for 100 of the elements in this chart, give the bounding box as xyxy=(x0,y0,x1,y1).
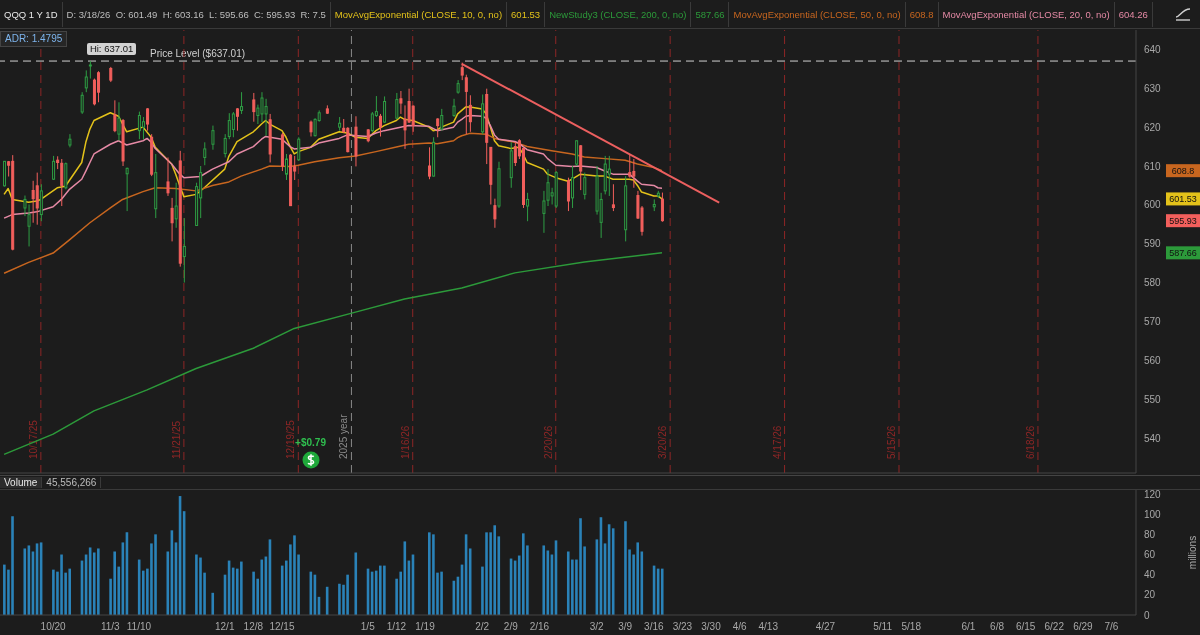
y-tick-label: 0 xyxy=(1144,609,1150,621)
x-tick-label: 6/8 xyxy=(990,621,1005,633)
candlestick xyxy=(235,107,239,132)
candlestick xyxy=(52,155,56,181)
candlestick xyxy=(464,74,468,135)
bar xyxy=(11,516,14,615)
bar xyxy=(280,565,284,615)
bar xyxy=(92,552,96,615)
bar xyxy=(166,551,170,615)
ref-line-label: 2025 year xyxy=(338,413,350,459)
bar xyxy=(211,592,215,615)
candlestick xyxy=(660,192,664,223)
bar xyxy=(624,521,627,615)
x-tick-label: 6/22 xyxy=(1044,621,1065,633)
candlestick xyxy=(203,141,207,166)
bar xyxy=(23,548,27,615)
candlestick xyxy=(39,183,43,222)
annotation: ADR: 1.4795 xyxy=(5,33,63,44)
bar xyxy=(240,561,243,615)
y-tick-label: 560 xyxy=(1144,354,1162,366)
x-tick-label: 6/15 xyxy=(1015,621,1036,633)
bar xyxy=(252,571,255,615)
text: 587.66 xyxy=(691,1,730,27)
bar xyxy=(432,534,435,615)
bar xyxy=(428,532,431,615)
candlestick xyxy=(628,153,632,179)
y2-tick-label: 601.53 xyxy=(1169,194,1197,205)
text: NewStudy3 (CLOSE, 200, 0, no) xyxy=(545,1,692,27)
chart-title: Volume xyxy=(0,477,43,488)
x-tick-label: 3/30 xyxy=(701,621,722,633)
y-tick-label: 60 xyxy=(1144,549,1156,561)
x-tick-label: 12/1 xyxy=(215,621,235,633)
x-tick-label: 12/15 xyxy=(269,621,295,633)
y2-tick-label: 608.8 xyxy=(1171,165,1195,176)
ref-line-label: 6/18/26 xyxy=(1024,425,1036,459)
y-tick-label: 640 xyxy=(1144,43,1162,55)
chart-subtitle: D: 3/18/26 O: 601.49 H: 603.16 L: 595.66 C: 595.93 R: 7.5 xyxy=(62,1,331,27)
candlestick xyxy=(611,183,615,212)
x-tick-label: 10/20 xyxy=(40,621,67,633)
bar xyxy=(636,542,640,615)
candlestick xyxy=(84,69,88,93)
candlestick xyxy=(182,217,186,284)
candlestick xyxy=(252,92,256,123)
bar xyxy=(3,564,6,615)
ref-line-label: 12/19/25 xyxy=(285,419,297,459)
x-tick-label: 5/18 xyxy=(901,621,922,633)
bar xyxy=(440,571,443,615)
text: 608.8 xyxy=(905,1,939,27)
candlestick xyxy=(575,140,579,167)
y-tick-label: 610 xyxy=(1144,160,1162,172)
x-tick-label: 3/9 xyxy=(618,621,633,633)
candlestick xyxy=(174,182,178,229)
x-tick-label: 6/29 xyxy=(1073,621,1094,633)
chart-title: QQQ 1 Y 1D xyxy=(0,1,63,27)
ref-line-label: Price Level ($637.01) xyxy=(150,48,246,60)
bar xyxy=(485,532,488,615)
candlestick xyxy=(378,113,382,137)
bar xyxy=(293,535,296,615)
candlestick xyxy=(493,198,497,229)
ref-line-label: 2/20/26 xyxy=(542,425,554,459)
x-tick-label: 4/6 xyxy=(732,621,748,633)
candlestick xyxy=(35,172,39,226)
y2-tick-label: 595.93 xyxy=(1169,215,1197,226)
candlestick xyxy=(583,172,587,200)
y-tick-label: 620 xyxy=(1144,121,1162,133)
candlestick xyxy=(211,125,215,151)
bar xyxy=(660,568,664,615)
candlestick xyxy=(383,95,387,124)
candlestick xyxy=(137,111,141,140)
x-tick-label: 11/10 xyxy=(126,621,152,633)
bar xyxy=(338,583,341,615)
x-tick-label: 11/3 xyxy=(100,621,121,633)
bar xyxy=(68,568,72,615)
candlestick xyxy=(125,167,129,212)
candlestick xyxy=(571,165,575,209)
y-tick-label: 600 xyxy=(1144,199,1162,211)
x-tick-label: 2/2 xyxy=(475,621,490,633)
y-tick-label: 100 xyxy=(1144,508,1162,520)
candlestick xyxy=(231,111,235,138)
y-tick-label: 630 xyxy=(1144,82,1162,94)
bar xyxy=(354,552,358,615)
candlestick xyxy=(264,98,268,137)
x-tick-label: 4/13 xyxy=(758,621,779,633)
candlestick xyxy=(428,146,432,180)
ref-line-label: 10/17/25 xyxy=(27,419,39,459)
candlestick xyxy=(468,94,472,133)
annotation: Hi: 637.01 xyxy=(89,43,134,55)
bar xyxy=(195,554,198,615)
y-tick-label: 120 xyxy=(1144,488,1162,500)
candlestick xyxy=(31,180,35,224)
candlestick xyxy=(80,91,84,115)
ref-line-label: 4/17/26 xyxy=(771,425,783,459)
x-tick-label: 2/9 xyxy=(503,621,519,633)
candlestick xyxy=(566,177,570,212)
candlestick xyxy=(117,101,121,142)
candlestick xyxy=(526,192,530,222)
y-tick-label: 580 xyxy=(1144,277,1162,289)
bar xyxy=(199,557,202,615)
candlestick xyxy=(113,99,117,133)
chart-subtitle: 45,556,266 xyxy=(42,477,102,488)
